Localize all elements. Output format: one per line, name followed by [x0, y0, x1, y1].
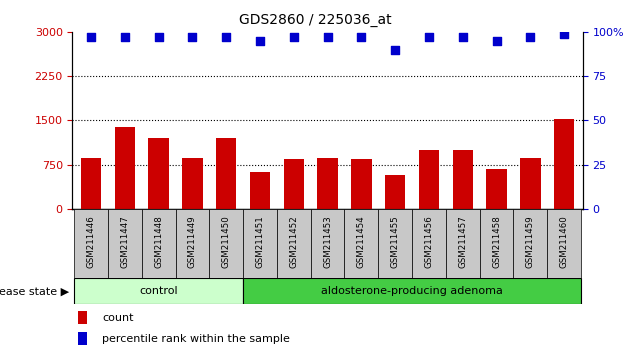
Bar	[385, 175, 405, 209]
Bar	[311, 209, 345, 278]
Bar	[479, 209, 513, 278]
Bar	[176, 209, 209, 278]
Bar	[182, 158, 203, 209]
Bar	[412, 209, 446, 278]
Point	[390, 47, 400, 52]
Text: GSM211452: GSM211452	[289, 216, 299, 268]
Text: GSM211458: GSM211458	[492, 216, 501, 268]
Bar	[378, 209, 412, 278]
Point	[424, 34, 434, 40]
Text: GSM211446: GSM211446	[86, 216, 96, 268]
Point	[187, 34, 197, 40]
Text: GSM211455: GSM211455	[391, 216, 399, 268]
Point	[86, 34, 96, 40]
Point	[255, 38, 265, 44]
Bar	[452, 150, 473, 209]
Bar	[446, 209, 479, 278]
Bar	[284, 159, 304, 209]
Text: GSM211460: GSM211460	[559, 216, 569, 268]
Bar	[77, 332, 87, 345]
Bar	[108, 209, 142, 278]
Bar	[81, 158, 101, 209]
Bar	[77, 311, 87, 324]
Text: GSM211459: GSM211459	[526, 216, 535, 268]
Text: aldosterone-producing adenoma: aldosterone-producing adenoma	[321, 286, 503, 296]
Point	[491, 38, 501, 44]
Bar	[554, 119, 575, 209]
Text: GSM211447: GSM211447	[120, 216, 129, 268]
Text: disease state ▶: disease state ▶	[0, 286, 69, 296]
Bar	[74, 209, 108, 278]
Text: GSM211456: GSM211456	[425, 216, 433, 268]
Point	[120, 34, 130, 40]
Bar	[352, 159, 372, 209]
Bar	[318, 158, 338, 209]
Text: count: count	[102, 313, 134, 323]
Point	[154, 34, 164, 40]
Bar	[243, 209, 277, 278]
Point	[458, 34, 468, 40]
Bar	[243, 278, 581, 304]
Bar	[209, 209, 243, 278]
Text: percentile rank within the sample: percentile rank within the sample	[102, 334, 290, 344]
Bar	[547, 209, 581, 278]
Text: GSM211453: GSM211453	[323, 216, 332, 268]
Bar	[277, 209, 311, 278]
Point	[559, 31, 569, 36]
Text: GSM211454: GSM211454	[357, 216, 366, 268]
Text: GSM211449: GSM211449	[188, 216, 197, 268]
Text: GSM211450: GSM211450	[222, 216, 231, 268]
Bar	[250, 172, 270, 209]
Bar	[149, 138, 169, 209]
Bar	[520, 158, 541, 209]
Bar	[513, 209, 547, 278]
Point	[357, 34, 367, 40]
Text: control: control	[139, 286, 178, 296]
Bar	[345, 209, 378, 278]
Bar	[216, 138, 236, 209]
Point	[323, 34, 333, 40]
Text: GDS2860 / 225036_at: GDS2860 / 225036_at	[239, 12, 391, 27]
Text: GSM211457: GSM211457	[458, 216, 467, 268]
Bar	[486, 169, 507, 209]
Point	[221, 34, 231, 40]
Text: GSM211448: GSM211448	[154, 216, 163, 268]
Text: GSM211451: GSM211451	[256, 216, 265, 268]
Bar	[115, 127, 135, 209]
Point	[525, 34, 536, 40]
Bar	[142, 209, 176, 278]
Bar	[419, 150, 439, 209]
Bar	[74, 278, 243, 304]
Point	[289, 34, 299, 40]
